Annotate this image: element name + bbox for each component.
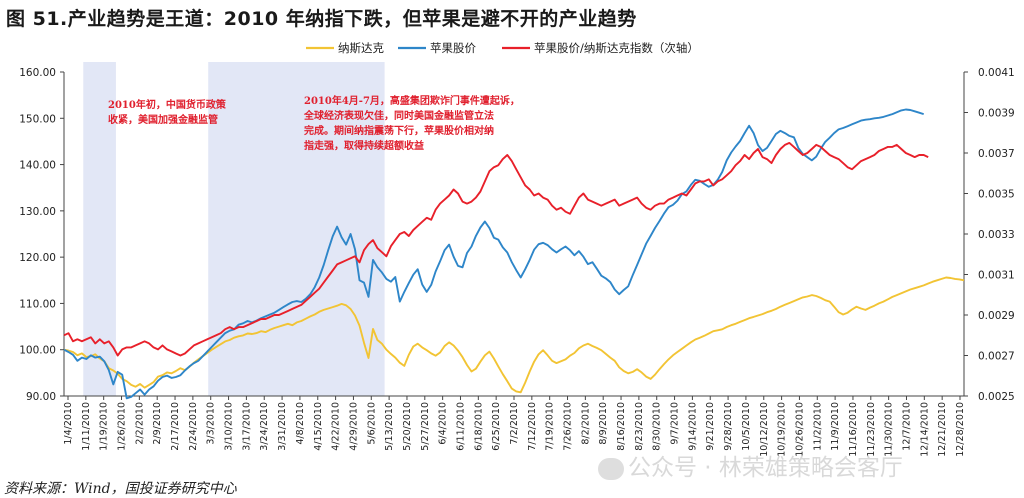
annotation-2-line: 完成。期间纳指震荡下行，苹果股价相对纳 [304, 124, 494, 137]
shaded-period-2 [208, 62, 385, 396]
y2-tick-label: 0.0025 [978, 391, 1015, 403]
legend-label-2[interactable]: 苹果股价 [430, 41, 476, 55]
x-tick-label: 3/24/2010 [259, 402, 270, 451]
series [63, 108, 965, 400]
x-tick-label: 11/2/2010 [812, 402, 823, 451]
x-tick-label: 9/7/2010 [670, 402, 681, 445]
x-tick-label: 3/31/2010 [277, 402, 288, 451]
x-tick-label: 2/24/2010 [188, 402, 199, 451]
shaded-periods [83, 62, 385, 396]
y2-tick-label: 0.0039 [978, 108, 1015, 120]
y-tick-label: 140.00 [19, 160, 56, 172]
x-tick-label: 7/19/2010 [545, 402, 556, 451]
x-tick-label: 2/17/2010 [170, 402, 181, 451]
y2-tick-label: 0.0037 [978, 148, 1015, 160]
x-tick-label: 12/28/2010 [955, 402, 966, 457]
x-tick-label: 6/18/2010 [473, 402, 484, 451]
x-tick-label: 6/4/2010 [438, 402, 449, 445]
x-tick-label: 1/26/2010 [117, 402, 128, 451]
x-tick-label: 8/2/2010 [580, 402, 591, 445]
y-tick-label: 120.00 [19, 252, 56, 264]
legend[interactable]: 纳斯达克 苹果股价 苹果股价/纳斯达克指数（次轴） [306, 41, 699, 55]
x-tick-label: 11/23/2010 [866, 402, 877, 457]
x-tick-label: 7/26/2010 [563, 402, 574, 451]
x-tick-label: 11/16/2010 [848, 402, 859, 457]
x-tick-label: 4/29/2010 [348, 402, 359, 451]
watermark-text: 公众号 · 林荣雄策略会客厅 [628, 455, 903, 481]
axes: 90.00 100.00 110.00 120.00 130.00 140.00 150.0… [19, 67, 1015, 457]
x-tick-label: 10/26/2010 [794, 402, 805, 457]
x-tick-label: 4/8/2010 [295, 402, 306, 445]
wechat-icon [598, 457, 624, 480]
x-tick-label: 4/15/2010 [313, 402, 324, 451]
annotation-1-line: 2010年初，中国货币政策 [108, 98, 227, 111]
x-tick-label: 12/21/2010 [937, 402, 948, 457]
y-tick-label: 100.00 [19, 345, 56, 357]
y2-tick-label: 0.0041 [978, 67, 1015, 79]
x-tick-label: 1/19/2010 [99, 402, 110, 451]
x-tick-label: 8/16/2010 [616, 402, 627, 451]
y2-tick-label: 0.0031 [978, 270, 1015, 282]
x-tick-label: 9/28/2010 [723, 402, 734, 451]
y2-tick-label: 0.0027 [978, 351, 1015, 363]
x-tick-label: 10/5/2010 [741, 402, 752, 451]
x-tick-label: 7/12/2010 [527, 402, 538, 451]
x-tick-label: 6/11/2010 [455, 402, 466, 451]
x-tick-label: 8/23/2010 [634, 402, 645, 451]
x-tick-label: 12/7/2010 [901, 402, 912, 451]
x-tick-label: 2/9/2010 [152, 402, 163, 445]
x-tick-label: 3/17/2010 [241, 402, 252, 451]
x-tick-label: 12/14/2010 [919, 402, 930, 457]
x-tick-label: 8/30/2010 [652, 402, 663, 451]
annotation-2-line: 指走强，取得持续超额收益 [304, 139, 424, 152]
annotation-1-line: 收紧，美国加强金融监管 [108, 113, 218, 126]
annotation-2-line: 2010年4月-7月，高盛集团欺诈门事件遭起诉， [304, 94, 520, 107]
chart: 90.00 100.00 110.00 120.00 130.00 140.00 150.0… [19, 41, 1015, 457]
x-tick-label: 10/12/2010 [759, 402, 770, 457]
x-tick-label: 3/10/2010 [224, 402, 235, 451]
page-title: 图 51.产业趋势是王道：2010 年纳指下跌，但苹果是避不开的产业趋势 [6, 8, 637, 30]
y-tick-label: 90.00 [26, 391, 56, 403]
watermark: 公众号 · 林荣雄策略会客厅 [598, 448, 903, 482]
x-tick-label: 5/13/2010 [384, 402, 395, 451]
x-tick-label: 2/2/2010 [134, 402, 145, 445]
source-note: 资料来源：Wind，国投证券研究中心 [4, 481, 237, 497]
x-tick-label: 9/21/2010 [705, 402, 716, 451]
x-tick-label: 7/2/2010 [509, 402, 520, 445]
x-tick-label: 8/9/2010 [598, 402, 609, 445]
x-tick-label: 9/14/2010 [687, 402, 698, 451]
x-tick-label: 4/22/2010 [331, 402, 342, 451]
x-tick-label: 5/27/2010 [420, 402, 431, 451]
y2-tick-label: 0.0029 [978, 310, 1015, 322]
x-tick-label: 6/25/2010 [491, 402, 502, 451]
y-tick-label: 150.00 [19, 113, 56, 125]
y-tick-label: 130.00 [19, 206, 56, 218]
y2-tick-label: 0.0033 [978, 229, 1015, 241]
y-tick-label: 110.00 [19, 298, 56, 310]
x-tick-label: 1/11/2010 [81, 402, 92, 451]
series-line-2 [63, 108, 924, 400]
x-tick-label: 1/4/2010 [63, 402, 74, 445]
series-line-3 [63, 141, 929, 357]
annotation-2-line: 全球经济表现欠佳，同时美国金融监管立法 [303, 109, 494, 122]
x-tick-label: 5/6/2010 [366, 402, 377, 445]
x-tick-label: 11/9/2010 [830, 402, 841, 451]
x-tick-label: 10/19/2010 [777, 402, 788, 457]
x-tick-label: 3/3/2010 [206, 402, 217, 445]
x-tick-label: 11/30/2010 [884, 402, 895, 457]
y-tick-label: 160.00 [19, 67, 56, 79]
y2-tick-label: 0.0035 [978, 189, 1015, 201]
legend-label-1[interactable]: 纳斯达克 [338, 41, 384, 55]
legend-label-3[interactable]: 苹果股价/纳斯达克指数（次轴） [534, 41, 699, 55]
series-line-1 [63, 276, 965, 394]
x-tick-label: 5/20/2010 [402, 402, 413, 451]
